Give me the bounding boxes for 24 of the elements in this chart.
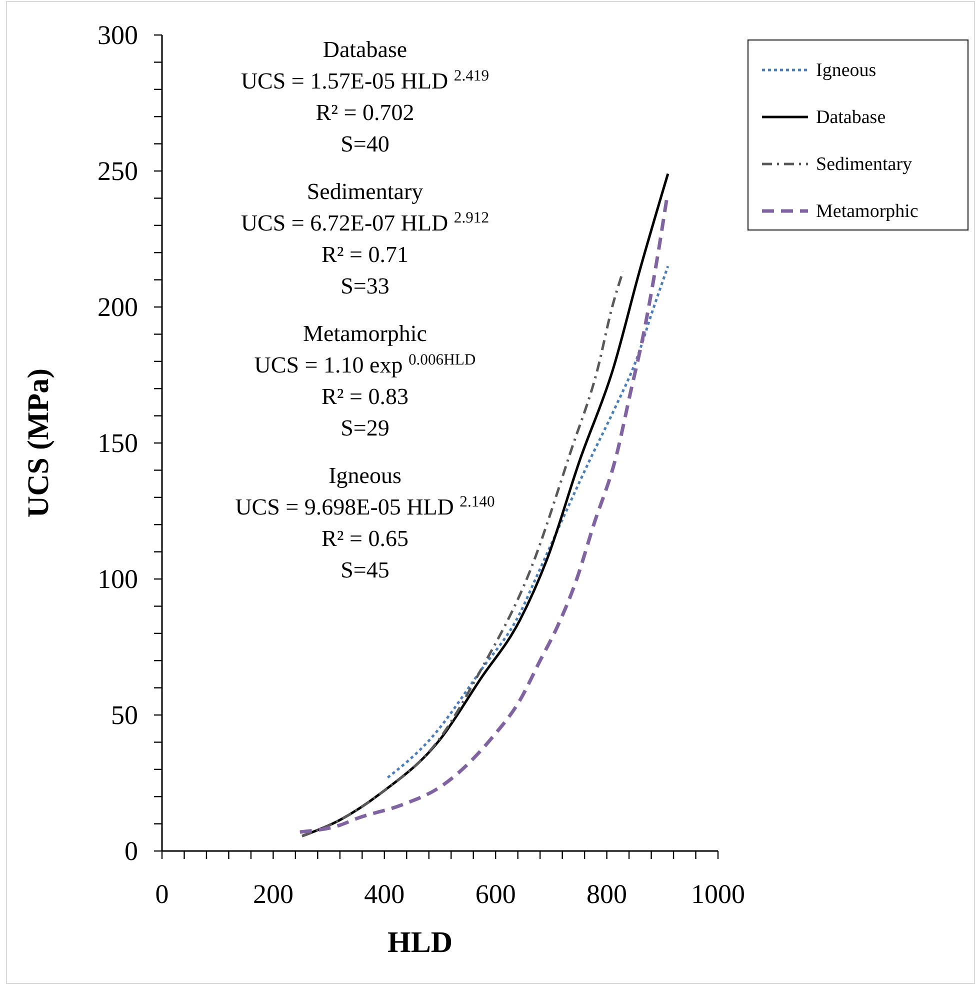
legend-label: Sedimentary	[816, 154, 913, 175]
y-tick-label: 50	[111, 700, 138, 730]
text: Igneous UCS = 9.698E-05 HLD $^{2.140}$ R² = 0.65 S=45	[235, 463, 495, 582]
annotation: Metamorphic UCS = 1.10 exp $^{0.006HLD}$ R² = 0.83 S=29	[254, 321, 476, 440]
text: Sedimentary UCS = 6.72E-07 HLD $^{2.912}$ R² = 0.71 S=33	[240, 179, 490, 298]
y-tick-label: 300	[98, 20, 138, 50]
legend-label: Database	[816, 107, 886, 128]
x-axis-title: HLD	[387, 926, 453, 959]
line-series	[300, 270, 624, 838]
text: Database UCS = 1.57E-05 HLD $^{2.419}$ R² = 0.702 S=40	[240, 37, 490, 156]
x-tick-label: 600	[475, 879, 516, 909]
y-tick-label: 100	[98, 564, 138, 594]
y-tick-label: 0	[124, 836, 138, 866]
x-tick-label: 400	[364, 879, 405, 909]
x-tick-label: 200	[252, 879, 294, 909]
x-tick-label: 1000	[691, 879, 745, 909]
y-axis-title: UCS (MPa)	[22, 368, 55, 518]
y-tick-label: 250	[98, 156, 138, 186]
y-tick-label: 150	[98, 428, 138, 458]
x-tick-label: 800	[586, 879, 628, 909]
legend-label: Igneous	[816, 60, 876, 81]
x-tick-label: 0	[155, 879, 169, 909]
legend-label: Metamorphic	[816, 201, 918, 222]
y-tick-label: 200	[98, 292, 138, 322]
